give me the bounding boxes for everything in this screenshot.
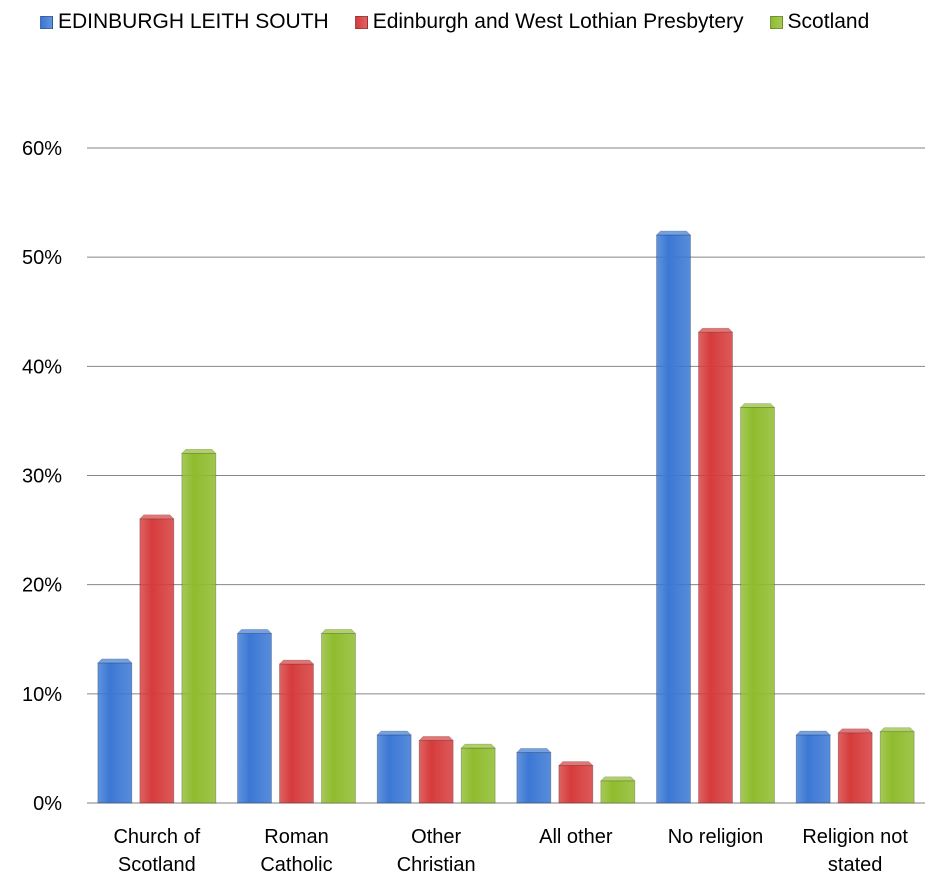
bar-top xyxy=(739,403,776,408)
legend-item: Edinburgh and West Lothian Presbytery xyxy=(354,10,744,34)
bar-body xyxy=(740,407,775,804)
bar-top xyxy=(516,748,552,753)
legend-item: Scotland xyxy=(769,10,870,34)
bar xyxy=(139,514,175,804)
bar xyxy=(278,659,315,804)
bar xyxy=(376,730,412,804)
x-tick-label-line: No religion xyxy=(668,826,764,848)
chart-legend: EDINBURGH LEITH SOUTH Edinburgh and West … xyxy=(40,10,869,34)
bar-top xyxy=(97,658,133,664)
bar-body xyxy=(376,734,412,804)
y-tick-label: 60% xyxy=(22,138,62,160)
x-tick-label: Church of Scotland xyxy=(113,826,200,876)
bar-top xyxy=(879,727,915,732)
x-tick-label-line: Scotland xyxy=(118,854,196,876)
y-tick-label: 0% xyxy=(33,793,62,815)
bar-body xyxy=(139,518,175,804)
bar-body xyxy=(558,765,594,804)
bar-top xyxy=(181,449,217,454)
bar-top xyxy=(278,659,315,665)
x-tick-label-line: Christian xyxy=(397,854,476,876)
gridlines xyxy=(87,147,925,804)
bar xyxy=(97,658,133,804)
bars xyxy=(97,230,915,804)
bar-body xyxy=(879,731,915,804)
bar-top xyxy=(139,514,175,520)
bar-top xyxy=(418,736,454,741)
legend-swatch xyxy=(769,15,783,29)
bar xyxy=(795,730,831,804)
bar xyxy=(879,727,915,804)
bar-body xyxy=(656,234,691,804)
bar-body xyxy=(237,633,272,804)
bar xyxy=(600,776,636,804)
y-axis: 0% 10% 20% 30% 40% 50% 60% xyxy=(22,138,62,815)
x-tick-label-line: Catholic xyxy=(260,854,332,876)
legend-item: EDINBURGH LEITH SOUTH xyxy=(40,10,329,34)
legend-label: EDINBURGH LEITH SOUTH xyxy=(58,10,329,33)
bar xyxy=(320,629,357,804)
bar-top xyxy=(600,776,636,782)
x-tick-label-line: Roman xyxy=(264,826,328,848)
bar xyxy=(558,761,594,804)
x-tick-label: No religion xyxy=(668,826,764,848)
bar-body xyxy=(698,331,733,804)
bar-top xyxy=(795,730,831,736)
x-tick-label-line: Other xyxy=(411,826,461,848)
legend-swatch xyxy=(354,15,368,29)
bar-top xyxy=(376,730,412,736)
y-tick-label: 20% xyxy=(22,575,62,597)
bar-top xyxy=(558,761,594,766)
bar xyxy=(697,327,734,804)
x-tick-label-line: stated xyxy=(828,854,882,876)
x-tick-label-line: Church of xyxy=(113,826,200,848)
bar-body xyxy=(418,740,454,804)
bar xyxy=(837,728,873,804)
bar-body xyxy=(516,752,552,804)
bar-body xyxy=(600,780,636,804)
bar-top xyxy=(236,629,273,634)
y-tick-label: 10% xyxy=(22,684,62,706)
y-tick-label: 30% xyxy=(22,466,62,488)
bar-body xyxy=(279,663,314,804)
bar-body xyxy=(837,732,873,804)
bar-body xyxy=(321,633,356,804)
bar xyxy=(236,629,273,804)
bar xyxy=(655,230,692,804)
bar-body xyxy=(795,734,831,804)
x-tick-label-line: Religion not xyxy=(802,826,908,848)
bar-top xyxy=(320,629,357,634)
legend-label: Edinburgh and West Lothian Presbytery xyxy=(372,10,744,33)
y-tick-label: 50% xyxy=(22,247,62,269)
x-tick-label: Roman Catholic xyxy=(260,826,332,876)
bar-body xyxy=(97,662,133,804)
bar-top xyxy=(837,728,873,734)
x-tick-label-line: All other xyxy=(539,826,613,848)
legend-swatch xyxy=(40,15,53,29)
bar-top xyxy=(460,743,496,749)
legend-label: Scotland xyxy=(787,10,870,33)
bar-top xyxy=(697,327,734,333)
bar xyxy=(460,743,496,804)
bar xyxy=(181,449,217,804)
y-tick-label: 40% xyxy=(22,356,62,378)
x-axis: Church of Scotland Roman Catholic Other Chris… xyxy=(113,826,908,876)
bar-body xyxy=(460,747,496,804)
bar xyxy=(418,736,454,804)
bar xyxy=(516,748,552,804)
bar xyxy=(739,403,776,804)
bar-body xyxy=(181,452,217,804)
bar-top xyxy=(655,230,692,236)
x-tick-label: Religion not stated xyxy=(802,826,908,876)
x-tick-label: All other xyxy=(539,826,613,848)
x-tick-label: Other Christian xyxy=(397,826,476,876)
